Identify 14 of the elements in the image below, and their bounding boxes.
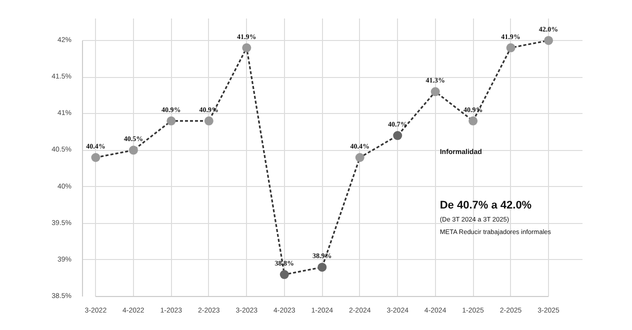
- point: [204, 116, 214, 126]
- point: [128, 146, 138, 155]
- point: [430, 87, 440, 96]
- point: [91, 153, 100, 162]
- point: [355, 153, 364, 162]
- point: [242, 43, 252, 52]
- point: [318, 262, 327, 272]
- point: [468, 116, 478, 126]
- point: [544, 36, 554, 45]
- point: [280, 270, 289, 280]
- point: [393, 131, 402, 140]
- point: [506, 43, 516, 52]
- annotation: De 40.7% a 42.0%: [440, 200, 532, 212]
- point: [166, 116, 176, 126]
